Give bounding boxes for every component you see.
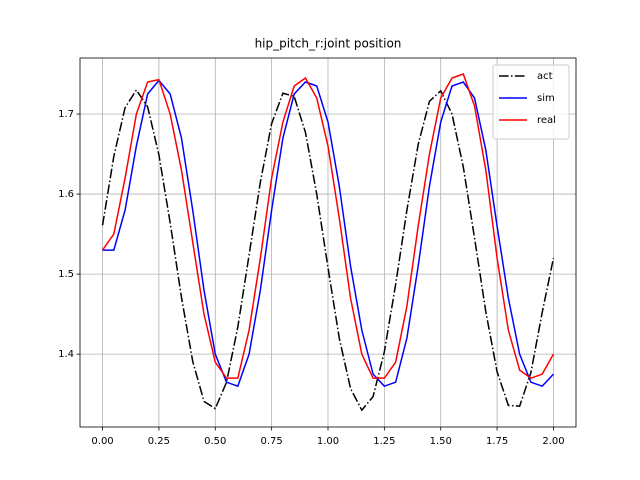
x-tick-label: 0.50 <box>204 436 226 447</box>
x-tick-label: 1.50 <box>430 436 452 447</box>
x-tick-label: 1.75 <box>486 436 508 447</box>
x-tick-label: 2.00 <box>542 436 564 447</box>
legend-label: act <box>537 71 553 82</box>
x-tick-label: 1.00 <box>317 436 339 447</box>
series-line <box>101 73 555 380</box>
axes-frame <box>79 57 577 428</box>
x-tick-label: 0.00 <box>91 436 113 447</box>
x-tick-label: 1.25 <box>373 436 395 447</box>
y-tick-label: 1.5 <box>58 269 74 280</box>
series-line <box>101 88 555 412</box>
x-tick-label: 0.75 <box>261 436 283 447</box>
y-tick-label: 1.6 <box>58 189 74 200</box>
legend-label: real <box>537 115 556 126</box>
chart-title: hip_pitch_r:joint position <box>255 37 402 51</box>
series-line <box>102 79 555 388</box>
legend: act sim real <box>492 64 570 140</box>
x-tick-label: 0.25 <box>148 436 170 447</box>
legend-label: sim <box>537 93 555 104</box>
y-tick-label: 1.7 <box>58 109 74 120</box>
y-tick-label: 1.4 <box>58 349 74 360</box>
